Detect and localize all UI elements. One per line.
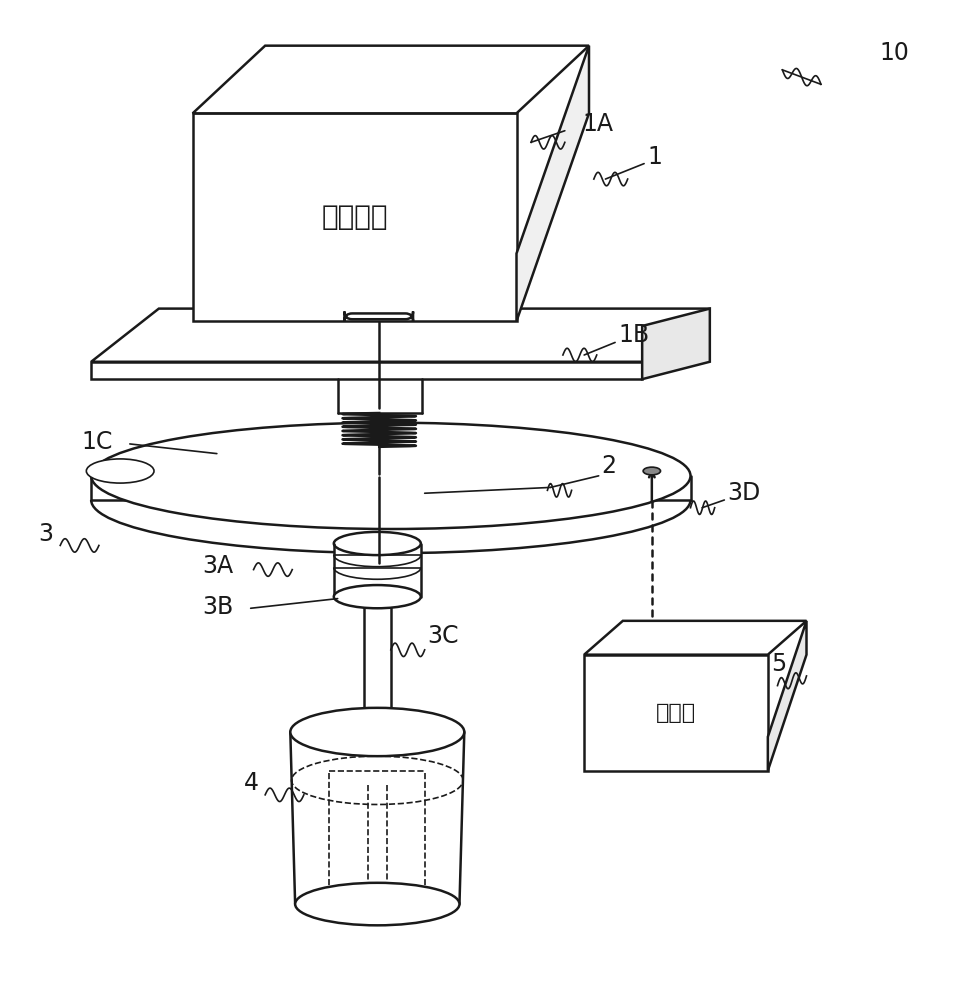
Text: 3D: 3D [727,481,760,505]
Ellipse shape [333,532,421,555]
Text: 3: 3 [38,522,53,546]
Ellipse shape [333,585,421,608]
Polygon shape [193,46,589,113]
Text: 3A: 3A [203,554,233,578]
Text: 传感器: 传感器 [656,703,696,723]
Ellipse shape [92,423,690,529]
FancyBboxPatch shape [584,655,768,771]
Text: 3C: 3C [428,624,459,648]
Ellipse shape [87,459,154,483]
Text: 伺服马达: 伺服马达 [322,203,388,231]
Polygon shape [92,309,710,362]
Text: 4: 4 [244,771,259,795]
Text: 1A: 1A [582,112,613,136]
Text: 1C: 1C [82,430,113,454]
Polygon shape [584,621,806,655]
Ellipse shape [291,708,464,756]
Ellipse shape [295,883,459,925]
Text: 2: 2 [602,454,616,478]
Text: 1: 1 [647,145,662,169]
Text: 3B: 3B [203,595,234,619]
Polygon shape [92,476,690,500]
Ellipse shape [644,467,660,475]
FancyBboxPatch shape [344,311,413,321]
Text: 1B: 1B [618,323,649,347]
Polygon shape [768,621,806,771]
Polygon shape [517,46,589,321]
Polygon shape [333,544,421,597]
FancyBboxPatch shape [193,113,517,321]
FancyBboxPatch shape [92,362,643,379]
Text: 10: 10 [879,41,909,65]
Text: 5: 5 [770,652,786,676]
Polygon shape [643,309,710,379]
